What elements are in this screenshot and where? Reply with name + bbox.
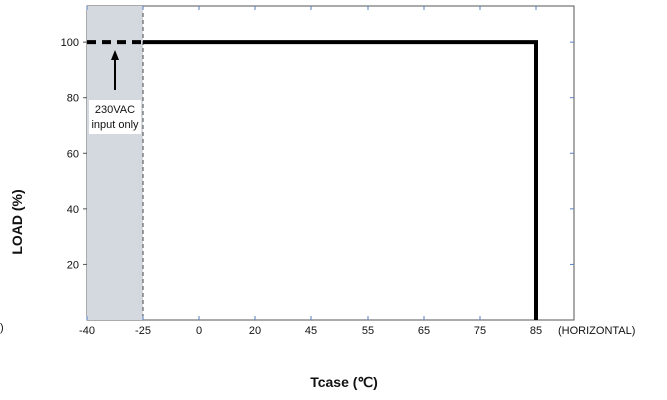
x-axis-suffix: (HORIZONTAL) — [558, 325, 635, 337]
series-line-solid — [143, 40, 538, 320]
x-tick-label: 20 — [249, 325, 261, 337]
x-axis-label: Tcase (℃) — [310, 374, 378, 390]
x-tick-label: 65 — [418, 325, 430, 337]
y-tick-label: 20 — [67, 259, 79, 271]
annotation-text-line: input only — [91, 119, 139, 131]
y-tick-label: 40 — [67, 204, 79, 216]
series-layer — [87, 40, 538, 320]
y-tick-label: 60 — [67, 148, 79, 160]
x-tick-label: 45 — [305, 325, 317, 337]
annotation-text-line: 230VAC — [95, 104, 135, 116]
x-tick-label: 55 — [362, 325, 374, 337]
y-axis-label: LOAD (%) — [9, 189, 25, 254]
x-tick-label: 85 — [530, 325, 542, 337]
y-tick-label: 100 — [61, 37, 79, 49]
x-tick-label: 75 — [474, 325, 486, 337]
annotation: 230VAC input only — [89, 50, 141, 134]
plot-frame — [86, 5, 575, 321]
x-axis-ticks: -40 -25 0 20 45 55 65 75 85 — [79, 6, 542, 337]
annotation-arrow-head — [111, 50, 119, 60]
annotation-box — [89, 100, 141, 134]
x-tick-label: 0 — [196, 325, 202, 337]
x-tick-label: -40 — [79, 325, 95, 337]
y-tick-label: 80 — [67, 93, 79, 105]
left-edge-fragment: ) — [0, 322, 4, 334]
x-tick-label: -25 — [135, 325, 151, 337]
y-axis-ticks: 20 40 60 80 100 — [61, 37, 574, 271]
